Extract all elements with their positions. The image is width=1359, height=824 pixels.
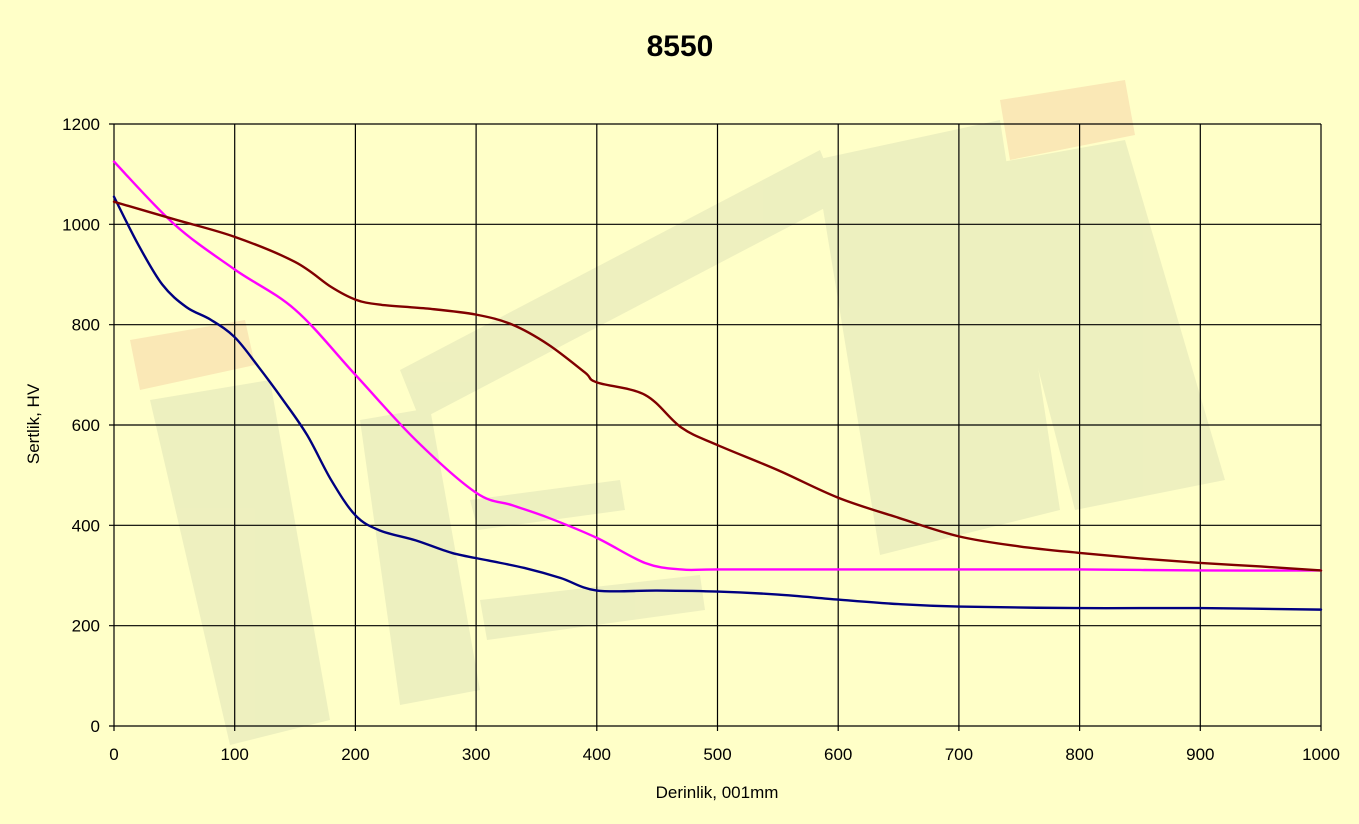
x-axis-ticks: 0 100 200 300 400 500 600 700 800 900 1000 <box>109 745 1340 764</box>
x-tick-label: 100 <box>221 745 249 764</box>
x-tick-label: 600 <box>824 745 852 764</box>
y-tick-label: 600 <box>72 416 100 435</box>
x-axis-label: Derinlik, 001mm <box>656 783 779 802</box>
x-tick-label: 900 <box>1186 745 1214 764</box>
x-tick-label: 500 <box>703 745 731 764</box>
x-tick-label: 300 <box>462 745 490 764</box>
x-tick-label: 800 <box>1065 745 1093 764</box>
series-lines <box>112 160 1323 611</box>
series-line-3 <box>112 200 1323 572</box>
y-tick-label: 800 <box>72 316 100 335</box>
y-tick-label: 1200 <box>62 115 100 134</box>
x-tick-label: 0 <box>109 745 118 764</box>
y-axis-ticks: 0 200 400 600 800 1000 1200 <box>62 115 100 736</box>
x-tick-label: 1000 <box>1302 745 1340 764</box>
y-tick-label: 0 <box>91 717 100 736</box>
grid <box>109 123 1322 731</box>
chart-title: 8550 <box>647 30 714 63</box>
x-tick-label: 700 <box>945 745 973 764</box>
y-tick-label: 200 <box>72 617 100 636</box>
x-tick-label: 400 <box>583 745 611 764</box>
y-tick-label: 400 <box>72 516 100 535</box>
series-line-1 <box>112 195 1323 611</box>
x-tick-label: 200 <box>341 745 369 764</box>
y-axis-label: Sertlik, HV <box>24 383 43 464</box>
series-line-2 <box>112 160 1323 572</box>
watermark-logo <box>130 80 1225 745</box>
y-tick-label: 1000 <box>62 215 100 234</box>
